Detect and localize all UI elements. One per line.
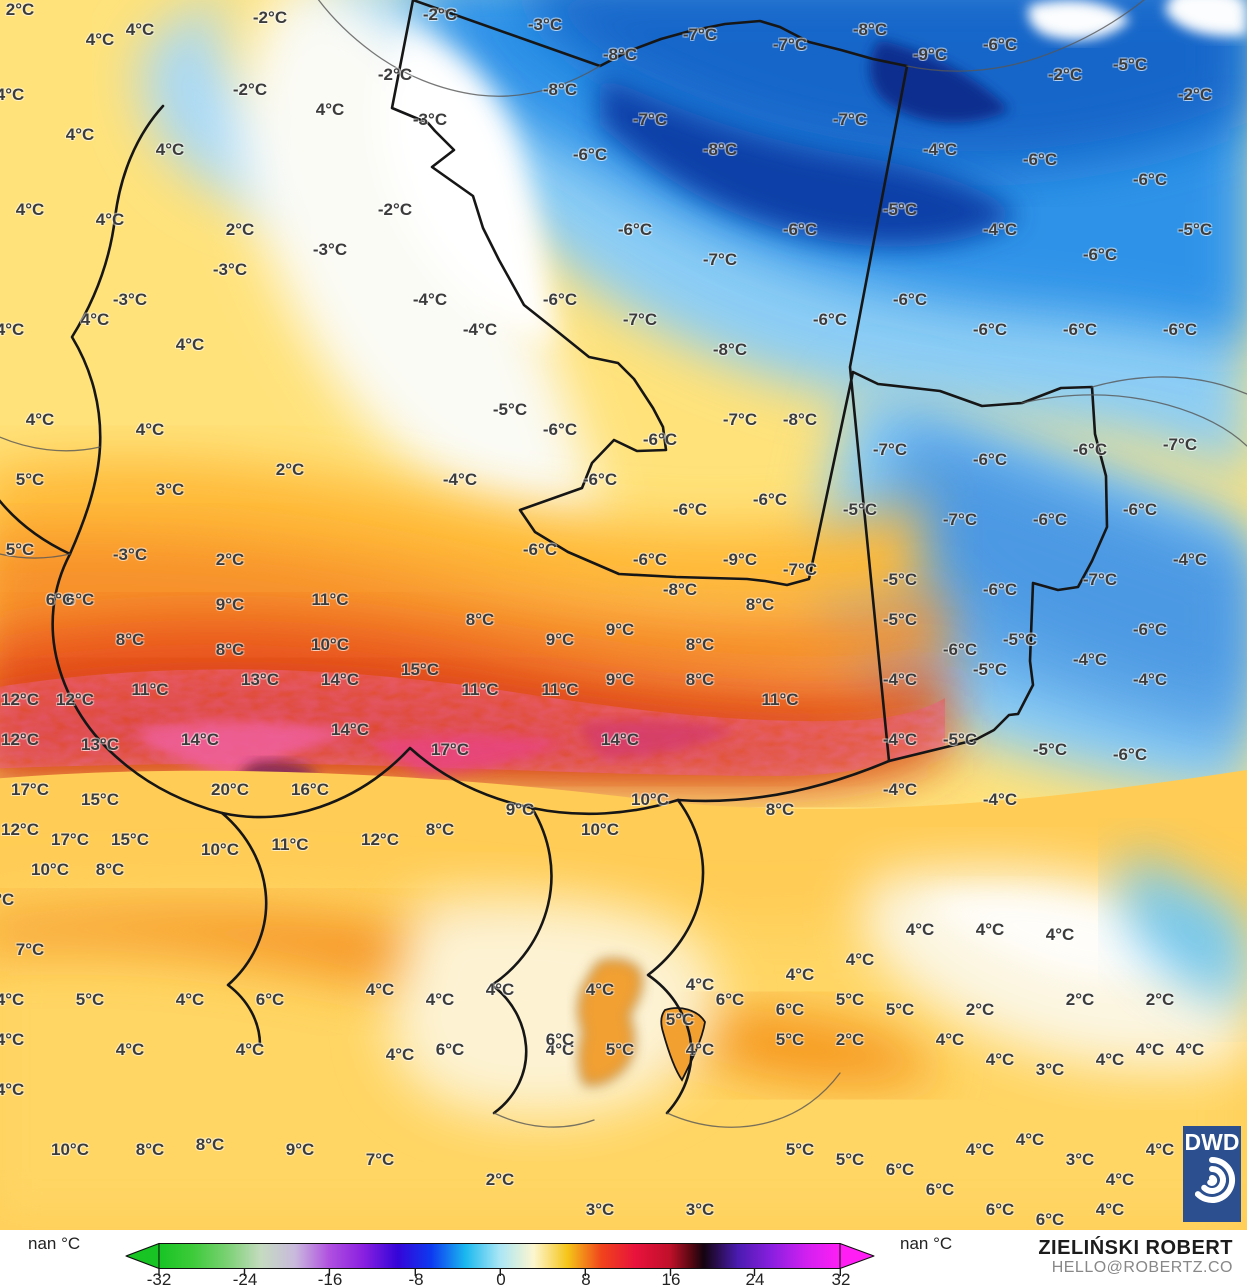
svg-text:DWD: DWD <box>1185 1129 1240 1155</box>
